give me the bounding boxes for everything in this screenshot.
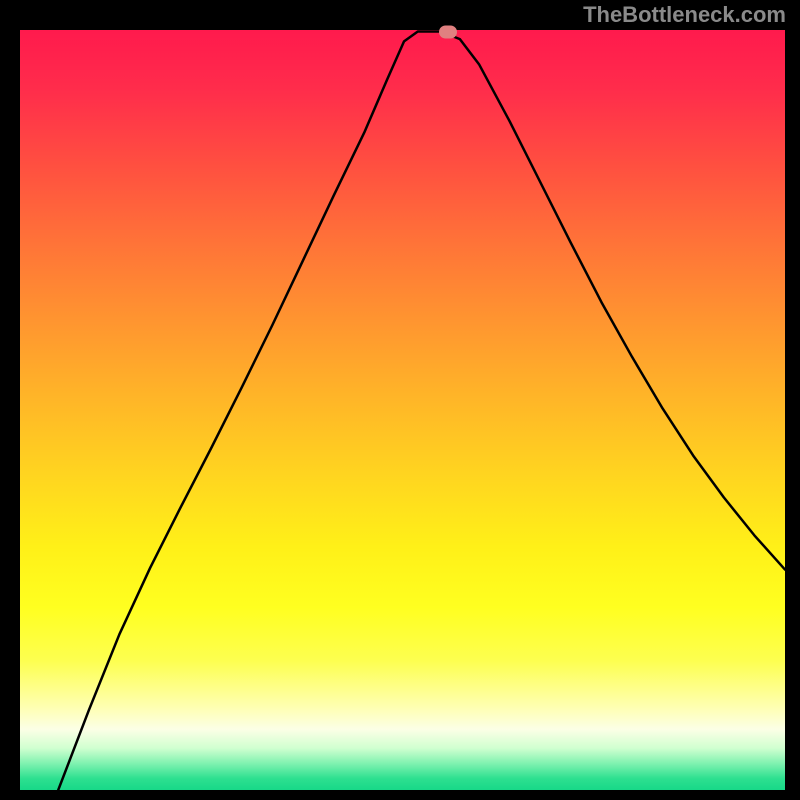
bottleneck-curve — [58, 32, 785, 790]
watermark-text: TheBottleneck.com — [583, 2, 786, 28]
plot-area — [20, 30, 785, 790]
curve-overlay — [20, 30, 785, 790]
optimal-marker — [439, 25, 457, 38]
